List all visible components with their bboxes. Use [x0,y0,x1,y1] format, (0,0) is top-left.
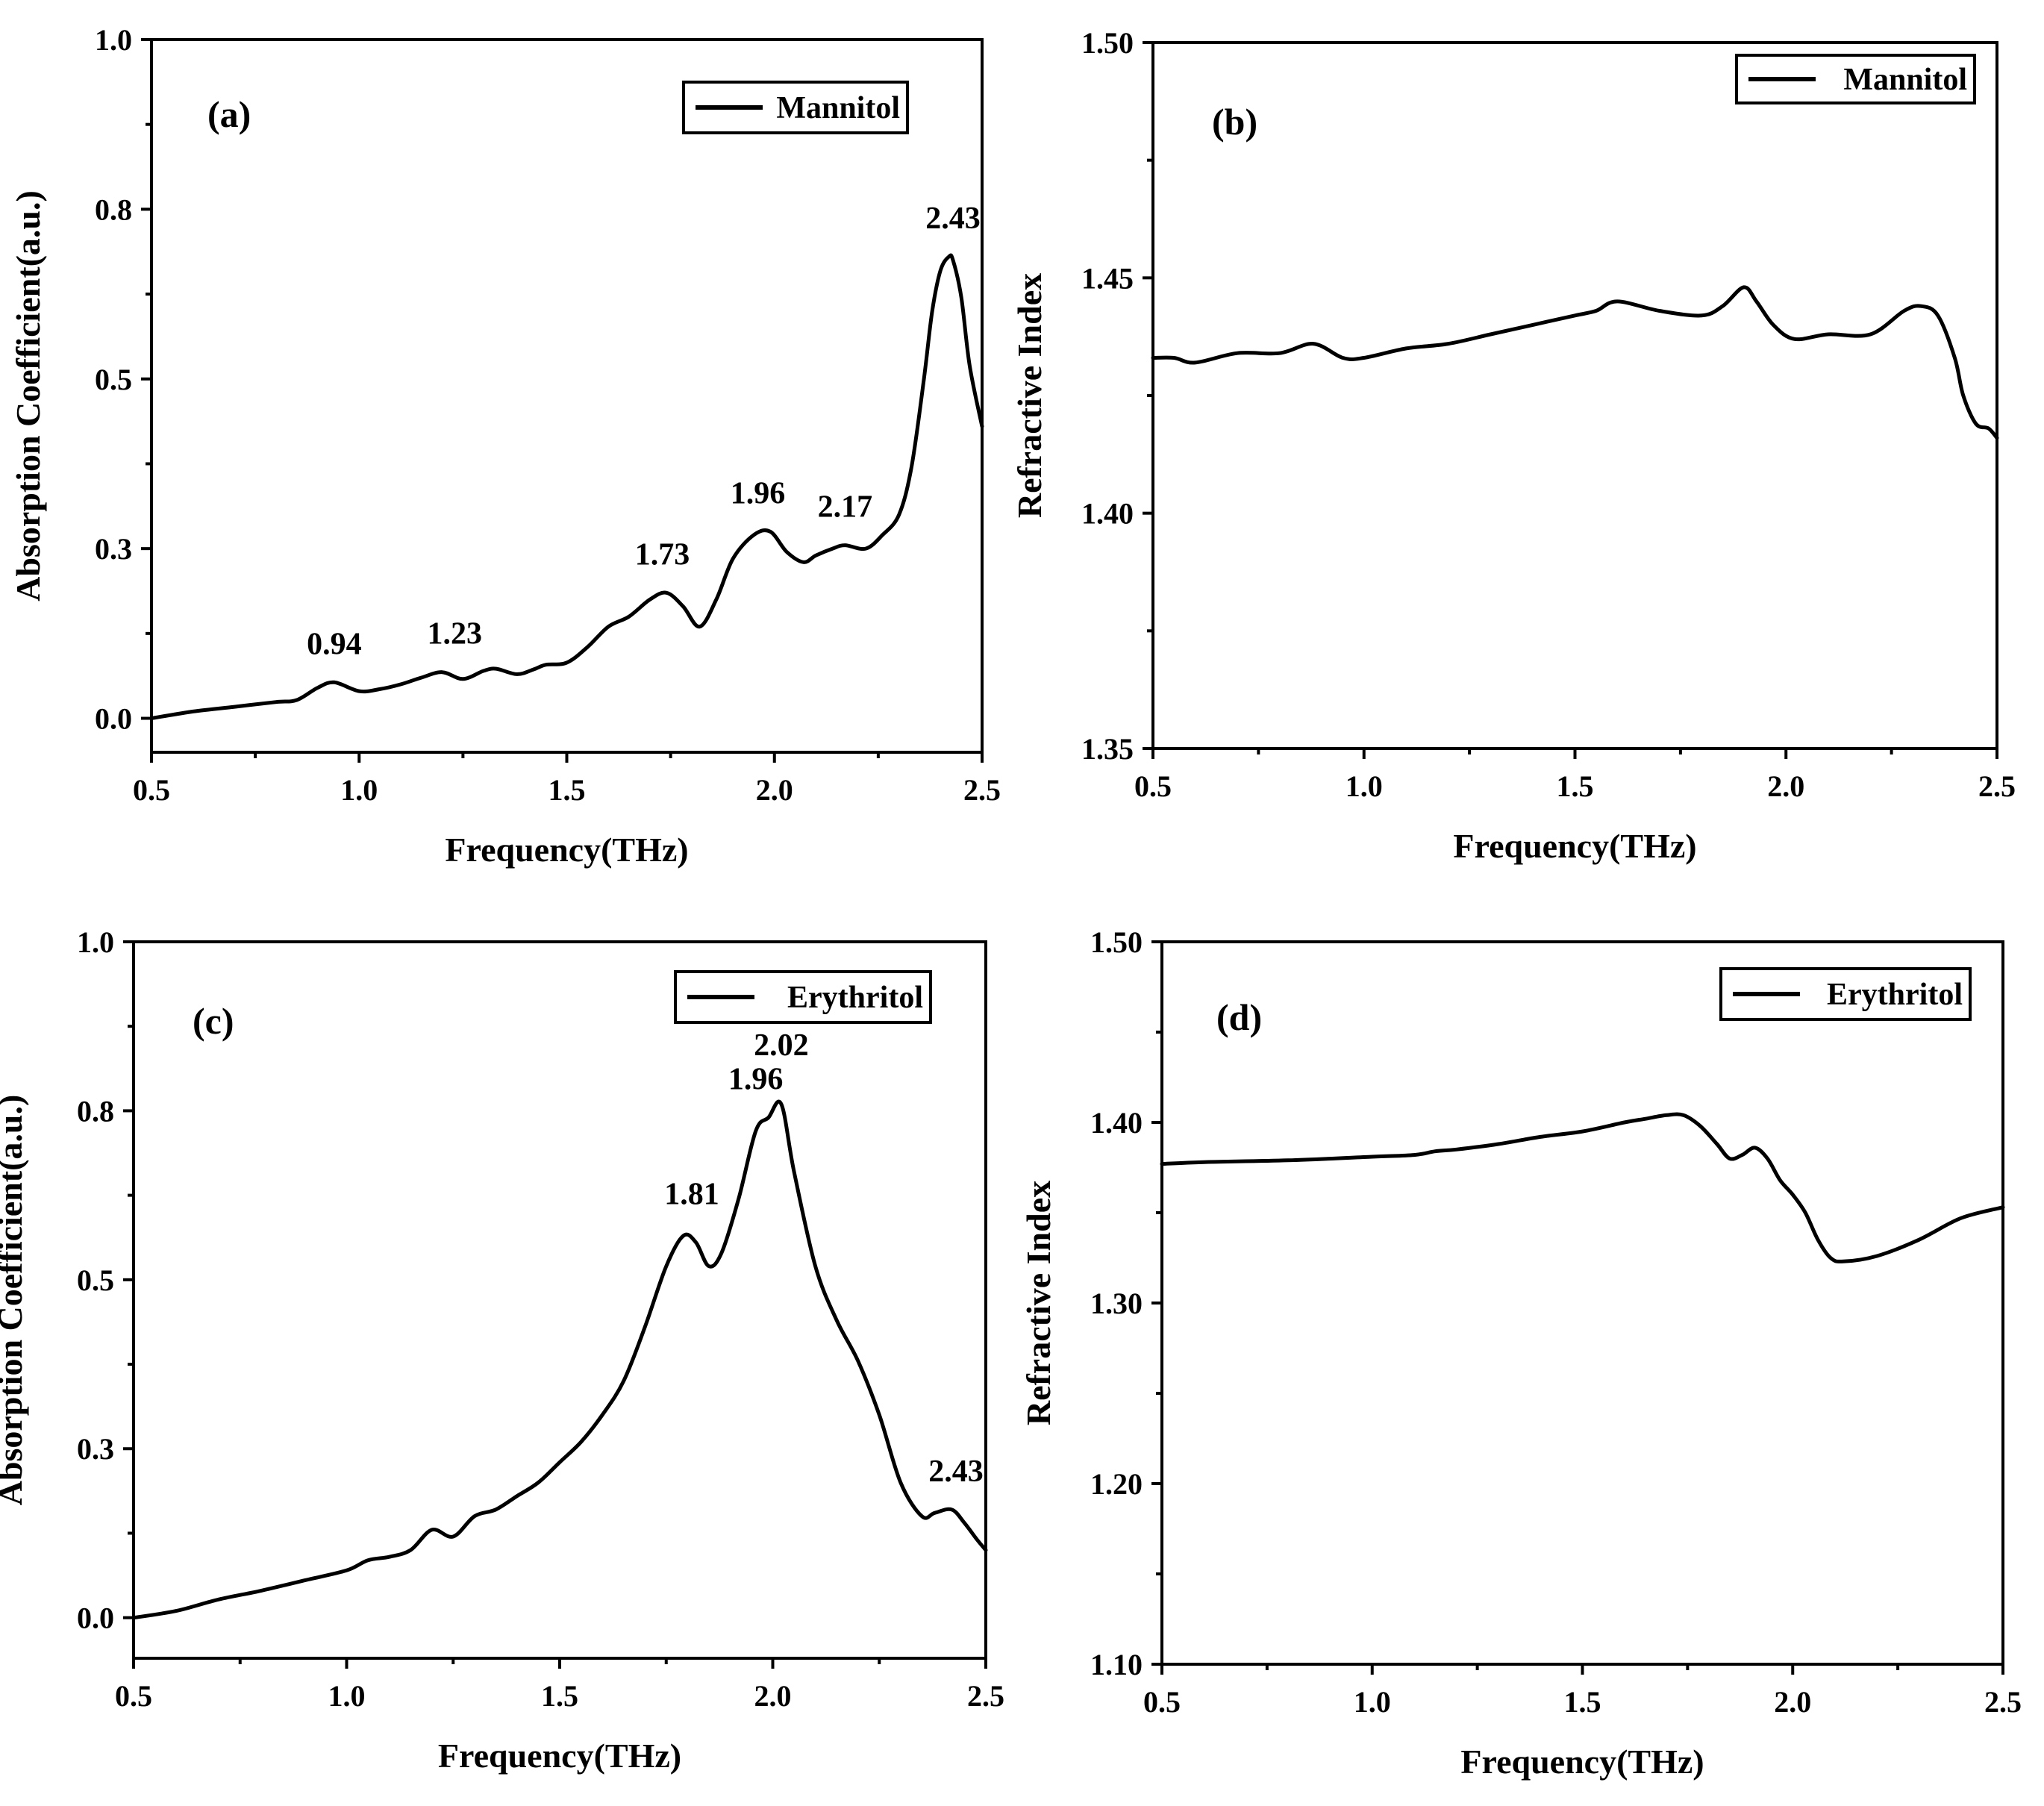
peak-annotation: 2.43 [928,1455,984,1489]
y-tick-label: 1.45 [1081,261,1134,295]
legend-label: Erythritol [1827,978,1963,1012]
legend-label: Erythritol [787,981,923,1015]
x-tick-label: 2.5 [1978,769,2016,803]
panel-2: 0.5 1.0 1.5 2.0 2.5 1.35 1.40 1.45 1.50 Frequency… [1010,26,2016,865]
y-tick-label: 1.20 [1090,1467,1143,1501]
x-tick-label: 0.5 [1134,769,1172,803]
panel-label: (b) [1212,101,1257,143]
y-tick-label: 1.30 [1090,1287,1143,1320]
y-tick-label: 1.50 [1081,26,1134,60]
y-tick-label: 0.5 [77,1263,114,1297]
series-line-erythritol [131,1099,988,1620]
y-tick-label: 1.40 [1090,1106,1143,1140]
legend-label: Mannitol [776,91,900,125]
x-tick-label: 1.0 [1346,769,1383,803]
x-tick-label: 2.0 [754,1679,792,1713]
x-tick-label: 2.5 [1984,1685,2022,1719]
y-tick-label: 1.0 [77,925,114,959]
y-tick-label: 1.0 [95,23,132,57]
y-tick-label: 0.0 [95,702,132,736]
x-tick-label: 0.5 [133,773,170,807]
y-axis-label: Refractive Index [1010,273,1048,518]
peak-annotation: 1.23 [427,617,482,652]
panel-1: 0.5 1.0 1.5 2.0 2.5 0.0 0.3 0.5 0.8 1.0 Frequency(… [9,23,1001,869]
series-line-erythritol [1160,1112,2005,1263]
series-line-mannitol [1151,285,1999,440]
y-tick-label: 1.10 [1090,1648,1143,1681]
y-tick-label: 0.0 [77,1602,114,1635]
x-tick-label: 1.5 [541,1679,578,1713]
y-tick-label: 1.35 [1081,732,1134,766]
legend: Mannitol [682,81,909,134]
peak-annotation: 2.43 [925,201,981,236]
series-line-mannitol [149,253,984,720]
x-axis-label: Frequency(THz) [438,1737,681,1775]
y-tick-label: 0.3 [95,532,132,566]
panel-4: 0.5 1.0 1.5 2.0 2.5 1.10 1.20 1.30 1.40 1.50 Frequ… [1019,925,2022,1781]
legend: Mannitol [1735,54,1976,104]
plot-frame [150,38,984,754]
x-axis-label: Frequency(THz) [1460,1743,1704,1781]
x-tick-label: 1.5 [1564,1685,1601,1719]
x-tick-label: 0.5 [1143,1685,1181,1719]
plot-frame [1151,41,1998,750]
x-tick-label: 1.0 [328,1679,366,1713]
legend-box [682,81,909,134]
peak-annotation: 1.81 [664,1177,719,1211]
plot-frame [1160,940,2004,1666]
y-axis-label: Absorption Coefficient(a.u.) [0,1095,29,1506]
peak-annotation: 1.96 [728,1062,784,1096]
x-tick-label: 2.0 [1774,1685,1811,1719]
y-tick-label: 1.50 [1090,925,1143,959]
y-axis-label: Refractive Index [1019,1181,1057,1425]
peak-annotation: 2.02 [754,1028,809,1063]
x-tick-label: 1.0 [340,773,378,807]
legend: Erythritol [1719,967,1972,1021]
x-tick-label: 1.5 [548,773,586,807]
y-tick-label: 0.8 [95,193,132,226]
y-tick-label: 0.3 [77,1432,114,1466]
x-tick-label: 0.5 [115,1679,152,1713]
x-axis-label: Frequency(THz) [1453,827,1696,865]
y-tick-label: 0.5 [95,363,132,396]
peak-annotation: 0.94 [307,627,362,661]
x-tick-label: 1.5 [1557,769,1594,803]
peak-annotation: 1.96 [731,476,786,510]
legend: Erythritol [674,970,932,1024]
panel-label: (c) [193,1000,234,1042]
legend-label: Mannitol [1843,63,1967,97]
x-tick-label: 2.0 [756,773,793,807]
peak-annotation: 1.73 [635,537,690,572]
peak-annotation: 2.17 [818,490,873,525]
y-tick-label: 0.8 [77,1094,114,1128]
y-tick-label: 1.40 [1081,497,1134,531]
x-axis-label: Frequency(THz) [445,831,688,869]
x-tick-label: 1.0 [1354,1685,1391,1719]
x-tick-label: 2.0 [1767,769,1804,803]
x-tick-label: 2.5 [967,1679,1004,1713]
panel-3: 0.5 1.0 1.5 2.0 2.5 0.0 0.3 0.5 0.8 1.0 Frequency(… [0,925,1004,1775]
y-axis-label: Absorption Coefficient(a.u.) [9,190,47,602]
plot-frame [132,940,987,1660]
panel-label: (d) [1216,996,1262,1038]
x-tick-label: 2.5 [963,773,1001,807]
panel-label: (a) [207,93,251,135]
